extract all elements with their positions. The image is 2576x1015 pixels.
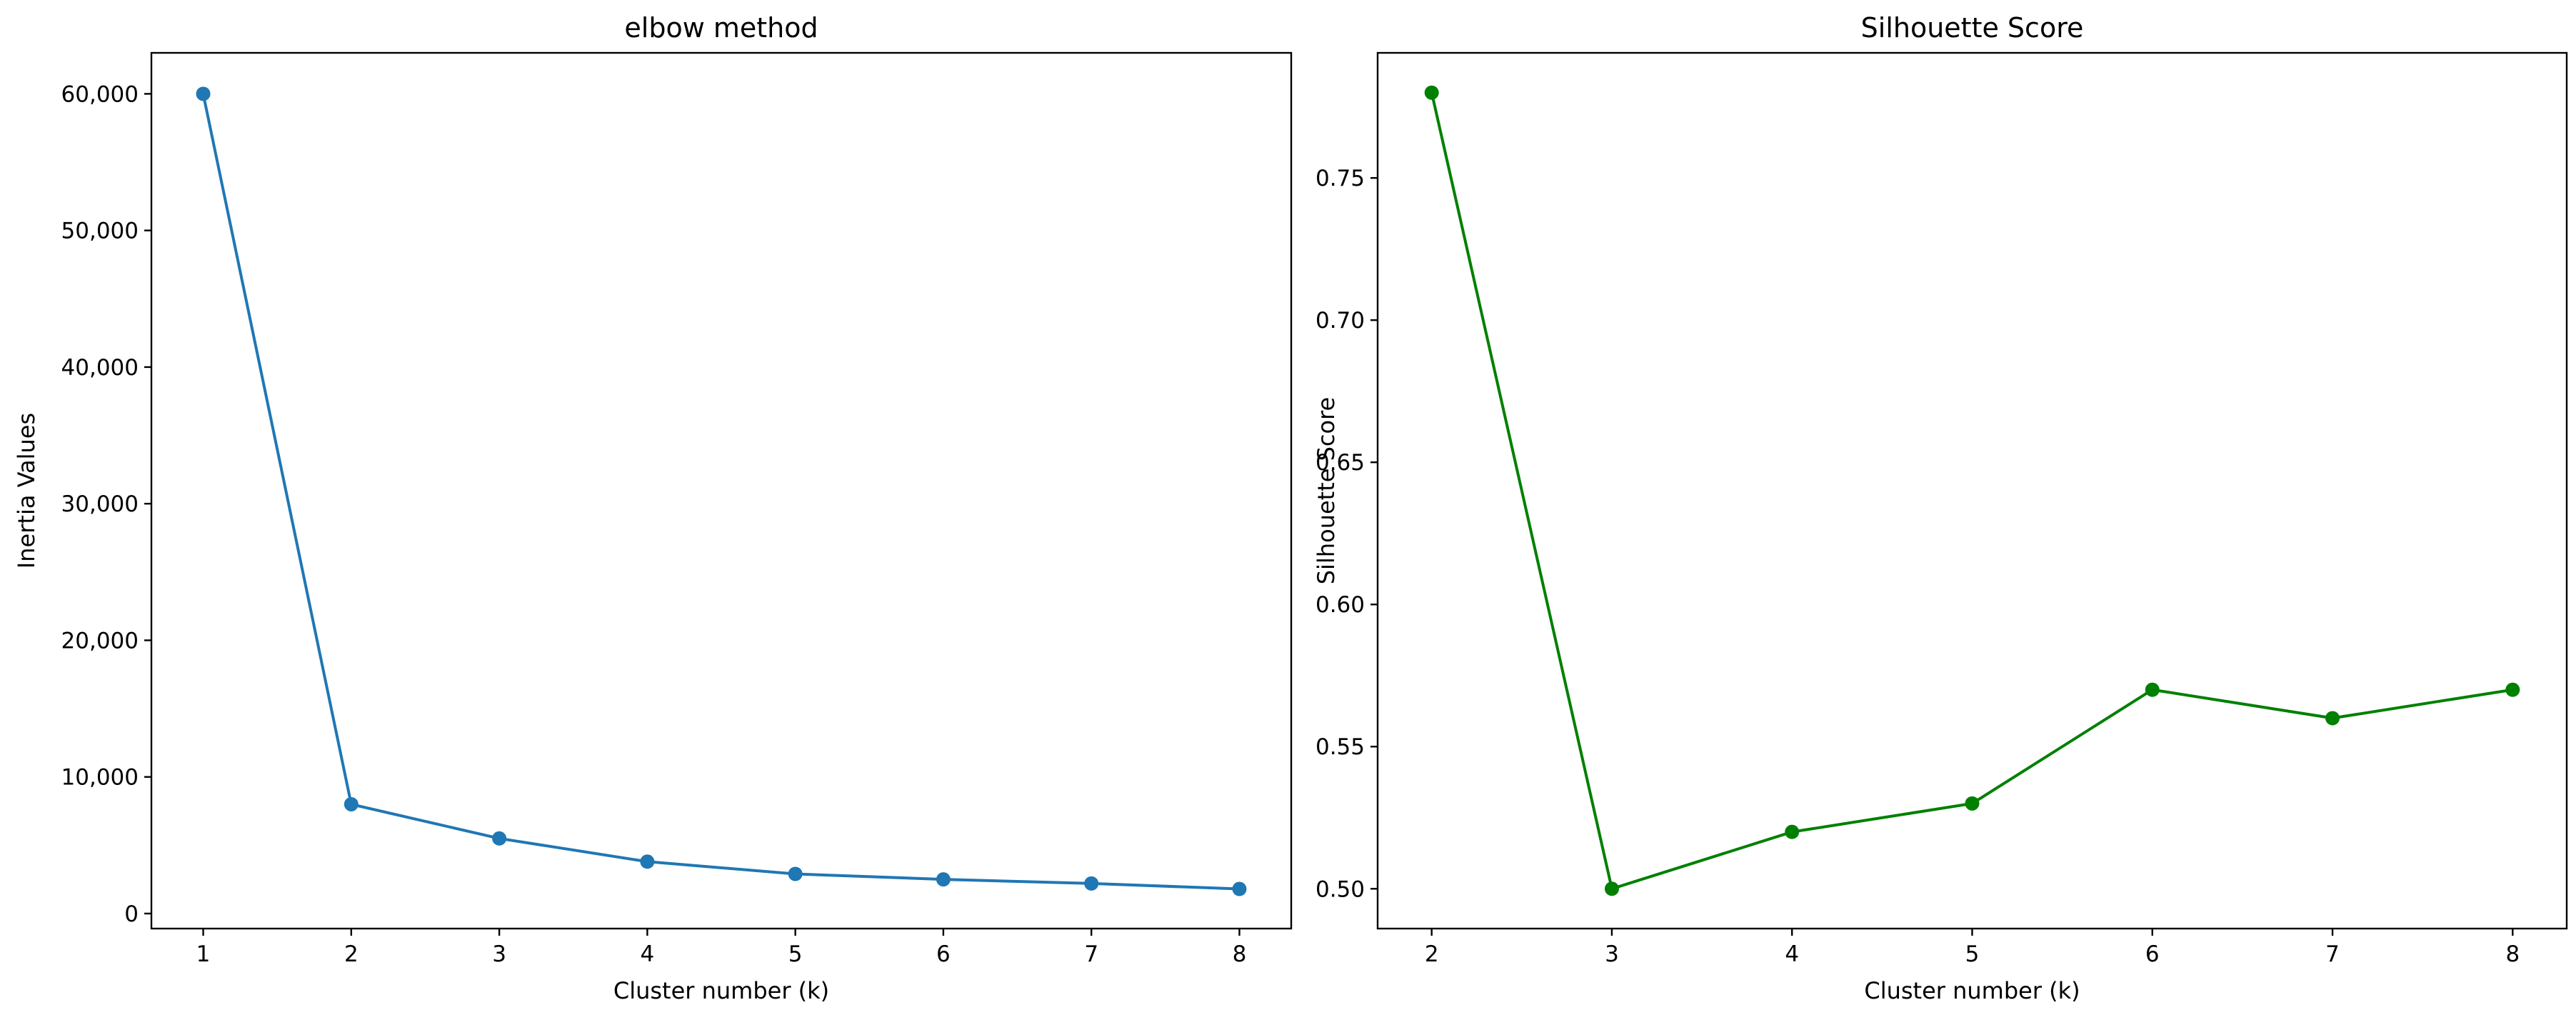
silhouette-data-point [1604,881,1619,896]
elbow-y-tick-label: 60,000 [61,81,139,107]
silhouette-y-tick-label: 0.55 [1315,734,1365,760]
elbow-x-tick-label: 2 [344,941,359,967]
elbow-x-axis-label: Cluster number (k) [613,977,829,1004]
elbow-data-point [788,866,803,881]
elbow-data-point [1084,876,1099,891]
elbow-data-point [1232,881,1247,896]
silhouette-x-tick-label: 3 [1605,941,1619,967]
elbow-axes-frame [150,51,1293,930]
elbow-x-tick-label: 1 [196,941,211,967]
silhouette-x-tick-label: 6 [2145,941,2160,967]
silhouette-data-point [1785,824,1800,839]
silhouette-x-tick-label: 2 [1425,941,1439,967]
silhouette-x-tick-label: 5 [1965,941,1980,967]
elbow-x-tick-label: 4 [640,941,654,967]
elbow-y-axis-label: Inertia Values [13,413,40,569]
silhouette-data-point [1965,796,1980,811]
elbow-y-tick-label: 30,000 [61,491,139,517]
silhouette-data-point [2325,711,2340,726]
silhouette-x-tick-label: 8 [2505,941,2520,967]
elbow-data-point [492,831,507,846]
silhouette-data-point [2505,682,2520,697]
elbow-x-tick-label: 6 [936,941,951,967]
silhouette-y-axis-label: Silhouette Score [1313,397,1340,585]
elbow-y-tick-label: 10,000 [61,765,139,791]
elbow-x-tick-label: 5 [788,941,803,967]
elbow-title: elbow method [624,12,818,44]
silhouette-y-tick-label: 0.70 [1315,308,1365,334]
silhouette-y-tick-label: 0.50 [1315,876,1365,902]
elbow-chart: 1 2 3 4 5 6 7 8 0 10,000 20,000 30,000 40,000 50,000 6… [13,12,1293,1004]
elbow-data-point [344,796,359,811]
elbow-y-tick-label: 20,000 [61,628,139,654]
silhouette-x-axis-label: Cluster number (k) [1864,977,2080,1004]
elbow-series-line [201,93,1240,891]
silhouette-data-point [1424,85,1439,100]
silhouette-y-tick-label: 0.65 [1315,450,1365,476]
elbow-data-point [196,86,211,101]
elbow-y-tick-label: 50,000 [61,219,139,244]
silhouette-data-point [2145,682,2160,697]
silhouette-chart: 2 3 4 5 6 7 8 0.50 0.55 0.60 0.65 0.70 0.75 Silhouett… [1313,12,2568,1004]
elbow-x-tick-label: 7 [1084,941,1098,967]
elbow-x-tick-label: 8 [1233,941,1247,967]
elbow-x-tick-label: 3 [492,941,506,967]
silhouette-y-tick-label: 0.75 [1315,166,1365,191]
silhouette-x-tick-label: 4 [1785,941,1799,967]
elbow-data-point [640,854,655,869]
silhouette-x-tick-label: 7 [2325,941,2340,967]
elbow-data-point [936,872,951,887]
elbow-y-tick-label: 40,000 [61,355,139,381]
silhouette-y-tick-label: 0.60 [1315,592,1365,618]
silhouette-title: Silhouette Score [1861,12,2084,44]
elbow-y-tick-label: 0 [124,901,139,927]
silhouette-series-line [1430,92,2513,891]
